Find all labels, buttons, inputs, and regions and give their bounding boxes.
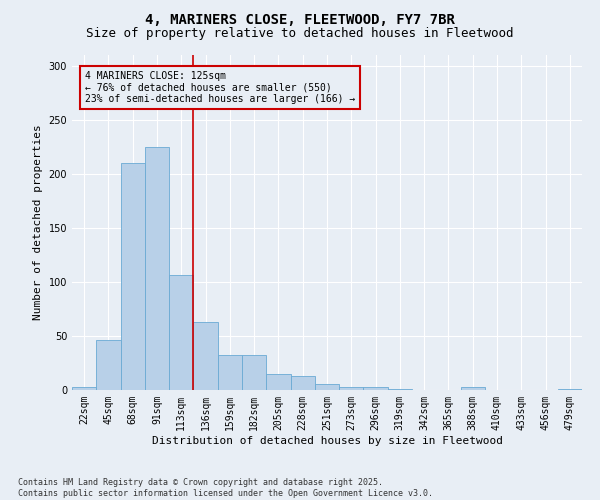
Bar: [72, 387, 96, 390]
Bar: [461, 387, 485, 390]
Text: 4 MARINERS CLOSE: 125sqm
← 76% of detached houses are smaller (550)
23% of semi-: 4 MARINERS CLOSE: 125sqm ← 76% of detach…: [85, 71, 355, 104]
Bar: [388, 389, 412, 390]
Bar: [558, 389, 582, 390]
Bar: [339, 387, 364, 390]
Bar: [242, 356, 266, 390]
Text: Size of property relative to detached houses in Fleetwood: Size of property relative to detached ho…: [86, 28, 514, 40]
Bar: [266, 374, 290, 390]
Text: Contains HM Land Registry data © Crown copyright and database right 2025.
Contai: Contains HM Land Registry data © Crown c…: [18, 478, 433, 498]
Bar: [218, 356, 242, 390]
X-axis label: Distribution of detached houses by size in Fleetwood: Distribution of detached houses by size …: [151, 436, 503, 446]
Bar: [364, 387, 388, 390]
Bar: [315, 384, 339, 390]
Bar: [290, 376, 315, 390]
Y-axis label: Number of detached properties: Number of detached properties: [33, 124, 43, 320]
Bar: [121, 163, 145, 390]
Bar: [145, 147, 169, 390]
Bar: [169, 276, 193, 390]
Bar: [193, 322, 218, 390]
Text: 4, MARINERS CLOSE, FLEETWOOD, FY7 7BR: 4, MARINERS CLOSE, FLEETWOOD, FY7 7BR: [145, 12, 455, 26]
Bar: [96, 340, 121, 390]
